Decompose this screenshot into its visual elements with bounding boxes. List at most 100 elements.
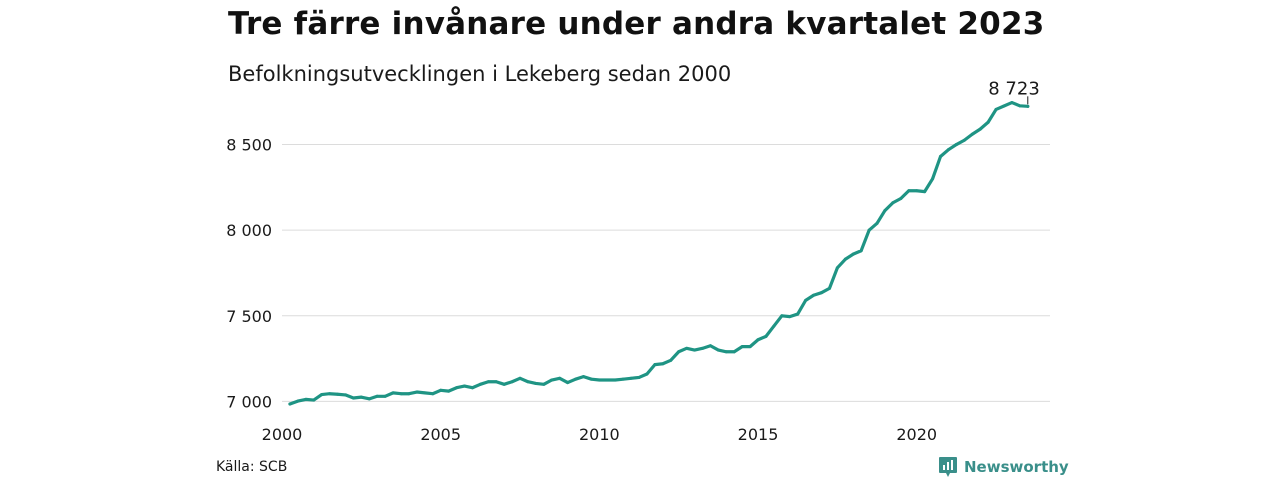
data-point bbox=[550, 378, 554, 382]
data-point bbox=[470, 386, 474, 390]
brand: Newsworthy bbox=[938, 456, 1069, 478]
data-point bbox=[685, 346, 689, 350]
data-point bbox=[788, 315, 792, 319]
data-point bbox=[891, 201, 895, 205]
data-point bbox=[859, 249, 863, 253]
data-point bbox=[915, 189, 919, 193]
data-point bbox=[994, 107, 998, 111]
data-point bbox=[320, 393, 324, 397]
data-point bbox=[359, 395, 363, 399]
data-point bbox=[986, 120, 990, 124]
data-point bbox=[455, 386, 459, 390]
x-axis-tick-labels: 2000 2005 2010 2015 2020 bbox=[262, 425, 937, 444]
data-point bbox=[661, 362, 665, 366]
data-point bbox=[907, 189, 911, 193]
page-subtitle: Befolkningsutvecklingen i Lekeberg sedan… bbox=[228, 62, 732, 86]
page-title: Tre färre invånare under andra kvartalet… bbox=[228, 6, 1045, 42]
data-point bbox=[296, 399, 300, 403]
data-point bbox=[367, 397, 371, 401]
data-point bbox=[328, 392, 332, 396]
y-tick-label: 8 000 bbox=[226, 221, 272, 240]
data-point bbox=[581, 375, 585, 379]
x-tick-label: 2020 bbox=[896, 425, 937, 444]
data-point bbox=[772, 324, 776, 328]
data-point bbox=[653, 363, 657, 367]
data-point bbox=[510, 380, 514, 384]
data-point bbox=[812, 293, 816, 297]
data-point bbox=[574, 377, 578, 381]
data-point bbox=[566, 381, 570, 385]
data-point bbox=[978, 127, 982, 131]
data-point bbox=[883, 208, 887, 212]
data-point bbox=[708, 344, 712, 348]
data-point bbox=[780, 314, 784, 318]
y-tick-label: 8 500 bbox=[226, 136, 272, 155]
data-point bbox=[724, 350, 728, 354]
brand-name: Newsworthy bbox=[964, 458, 1069, 476]
data-point bbox=[399, 392, 403, 396]
data-point bbox=[764, 334, 768, 338]
data-point bbox=[439, 388, 443, 392]
x-tick-label: 2005 bbox=[420, 425, 461, 444]
data-point bbox=[534, 381, 538, 385]
series-line bbox=[288, 100, 1030, 406]
y-tick-label: 7 000 bbox=[226, 392, 272, 411]
data-point bbox=[875, 221, 879, 225]
data-point bbox=[954, 143, 958, 147]
data-point bbox=[923, 190, 927, 194]
data-point bbox=[415, 390, 419, 394]
data-point bbox=[343, 393, 347, 397]
data-point bbox=[589, 377, 593, 381]
x-tick-label: 2015 bbox=[738, 425, 779, 444]
data-point bbox=[701, 346, 704, 350]
data-point bbox=[494, 380, 498, 384]
data-point bbox=[637, 375, 641, 379]
data-point bbox=[962, 138, 966, 142]
data-point bbox=[677, 350, 681, 354]
data-point bbox=[756, 338, 760, 342]
data-point bbox=[899, 196, 903, 200]
data-point bbox=[621, 377, 625, 381]
data-point bbox=[431, 392, 435, 396]
gridlines bbox=[282, 144, 1050, 402]
data-point bbox=[804, 298, 808, 302]
data-point bbox=[391, 391, 395, 395]
data-point bbox=[542, 382, 546, 386]
data-point bbox=[946, 148, 950, 152]
data-point bbox=[835, 266, 839, 270]
data-point bbox=[851, 252, 855, 256]
data-point bbox=[1010, 101, 1014, 105]
data-point bbox=[375, 394, 379, 398]
source-note: Källa: SCB bbox=[216, 459, 288, 475]
data-point bbox=[693, 348, 697, 352]
end-value-label: 8 723 bbox=[988, 78, 1040, 99]
data-point bbox=[1018, 104, 1022, 108]
data-point bbox=[1002, 104, 1006, 108]
x-tick-label: 2000 bbox=[262, 425, 303, 444]
data-point bbox=[669, 358, 673, 362]
data-point bbox=[629, 376, 633, 380]
data-point bbox=[597, 378, 601, 382]
y-tick-label: 7 500 bbox=[226, 307, 272, 326]
data-point bbox=[645, 372, 649, 376]
data-point bbox=[462, 384, 466, 388]
data-point bbox=[526, 380, 530, 384]
data-point bbox=[843, 257, 847, 261]
data-point bbox=[383, 394, 387, 398]
data-point bbox=[312, 398, 316, 402]
data-point bbox=[732, 350, 736, 354]
data-point bbox=[447, 389, 451, 393]
data-point bbox=[740, 345, 744, 349]
data-point bbox=[931, 177, 935, 181]
data-point bbox=[613, 378, 617, 382]
data-point bbox=[423, 391, 427, 395]
data-point bbox=[518, 376, 522, 380]
data-point bbox=[502, 382, 506, 386]
x-tick-label: 2010 bbox=[579, 425, 620, 444]
data-point bbox=[796, 312, 800, 316]
data-point bbox=[351, 396, 355, 400]
data-point bbox=[558, 376, 562, 380]
data-point bbox=[478, 382, 482, 386]
data-point bbox=[336, 392, 340, 396]
